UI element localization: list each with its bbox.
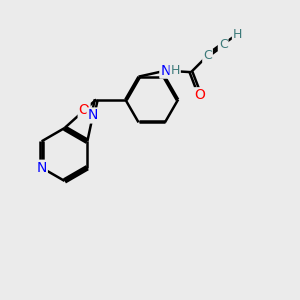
Text: H: H [170, 64, 180, 77]
Text: C: C [219, 38, 227, 51]
Text: O: O [79, 103, 90, 117]
Text: H: H [233, 28, 242, 40]
Text: C: C [203, 49, 212, 62]
Text: N: N [36, 161, 47, 175]
Text: O: O [195, 88, 206, 102]
Text: N: N [88, 109, 98, 122]
Text: N: N [160, 64, 171, 78]
